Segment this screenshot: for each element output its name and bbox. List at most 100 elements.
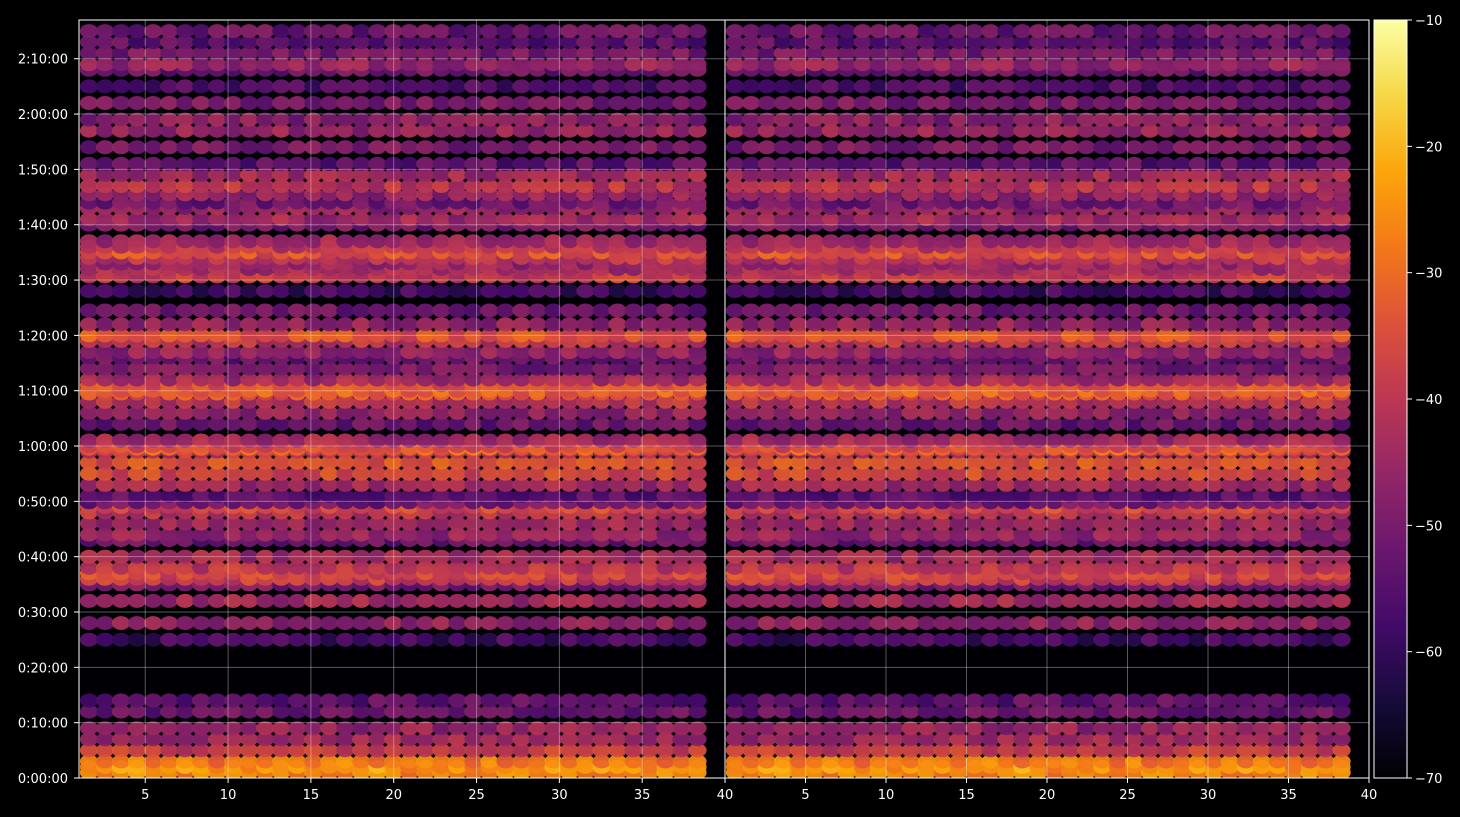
heatmap-cell [1252, 433, 1271, 448]
heatmap-cell [336, 317, 355, 332]
heatmap-cell [432, 24, 451, 39]
heatmap-cell [544, 140, 563, 155]
heatmap-cell [272, 46, 291, 61]
heatmap-cell [1125, 303, 1144, 318]
heatmap-cell [304, 527, 323, 542]
heatmap-cell [640, 416, 659, 431]
heatmap-cell [224, 57, 243, 72]
heatmap-cell [640, 743, 659, 758]
heatmap-cell [640, 167, 659, 182]
heatmap-cell [208, 317, 227, 332]
heatmap-cell [1188, 477, 1207, 492]
heatmap-cell [496, 46, 515, 61]
heatmap-cell [821, 317, 840, 332]
heatmap-cell [1332, 317, 1351, 332]
heatmap-cell [416, 303, 435, 318]
heatmap-cell [272, 284, 291, 299]
heatmap-cell [1093, 527, 1112, 542]
heatmap-cell [624, 303, 643, 318]
heatmap-cell [240, 212, 259, 227]
heatmap-cell [1252, 616, 1271, 631]
heatmap-cell [384, 616, 403, 631]
heatmap-cell [640, 140, 659, 155]
heatmap-cell [1156, 721, 1176, 736]
heatmap-cell [544, 704, 563, 719]
heatmap-cell [1268, 416, 1287, 431]
heatmap-cell [224, 46, 243, 61]
heatmap-cell [480, 560, 499, 575]
heatmap-cell [608, 693, 627, 708]
heatmap-cell [672, 284, 691, 299]
heatmap-cell [368, 303, 387, 318]
heatmap-cell [352, 79, 371, 94]
heatmap-cell [773, 179, 793, 193]
heatmap-cell [176, 303, 195, 318]
heatmap-cell [176, 234, 195, 249]
heatmap-cell [592, 732, 611, 747]
heatmap-cell [741, 455, 761, 470]
heatmap-cell [416, 549, 435, 564]
heatmap-cell [144, 96, 163, 110]
heatmap-cell [384, 693, 403, 708]
heatmap-cell [656, 549, 675, 564]
heatmap-cell [949, 549, 968, 564]
heatmap-cell [176, 112, 195, 127]
heatmap-cell [400, 754, 419, 769]
heatmap-cell [997, 560, 1016, 575]
heatmap-cell [1332, 732, 1351, 747]
heatmap-cell [688, 179, 707, 193]
heatmap-cell [592, 212, 611, 227]
heatmap-cell [272, 35, 291, 50]
heatmap-cell [95, 57, 115, 72]
heatmap-cell [336, 79, 355, 94]
heatmap-cell [592, 123, 611, 138]
heatmap-cell [917, 317, 936, 332]
heatmap-cell [1125, 345, 1144, 359]
heatmap-cell [95, 284, 115, 299]
heatmap-cell [160, 24, 179, 39]
heatmap-cell [464, 616, 483, 631]
heatmap-cell [672, 212, 691, 227]
heatmap-cell [432, 527, 451, 542]
heatmap-cell [144, 632, 163, 647]
heatmap-cell [528, 721, 547, 736]
heatmap-cell [384, 527, 403, 542]
heatmap-cell [1252, 732, 1271, 747]
heatmap-cell [192, 112, 211, 127]
heatmap-cell [336, 372, 355, 387]
heatmap-cell [576, 303, 595, 318]
heatmap-cell [853, 416, 872, 431]
heatmap-cell [837, 466, 856, 481]
heatmap-cell [79, 96, 99, 110]
heatmap-cell [336, 57, 355, 72]
heatmap-cell [805, 303, 824, 318]
heatmap-cell [965, 345, 984, 359]
heatmap-cell [400, 732, 419, 747]
heatmap-cell [208, 616, 227, 631]
heatmap-cell [789, 466, 809, 481]
heatmap-cell [1045, 488, 1064, 503]
heatmap-cell [592, 721, 611, 736]
heatmap-cell [1316, 754, 1335, 769]
heatmap-cell [933, 743, 952, 758]
heatmap-cell [1300, 317, 1319, 332]
heatmap-cell [384, 549, 403, 564]
heatmap-cell [480, 328, 499, 343]
heatmap-cell [416, 57, 435, 72]
heatmap-cell [144, 123, 163, 138]
heatmap-cell [1204, 433, 1223, 448]
heatmap-cell [1204, 455, 1223, 470]
heatmap-cell [917, 549, 936, 564]
heatmap-cell [1332, 328, 1351, 343]
heatmap-cell [1204, 488, 1223, 503]
heatmap-cell [496, 361, 515, 376]
heatmap-cell [448, 433, 467, 448]
heatmap-cell [1332, 179, 1351, 193]
heatmap-cell [400, 112, 419, 127]
heatmap-cell [416, 433, 435, 448]
heatmap-cell [688, 721, 707, 736]
heatmap-cell [1220, 234, 1239, 249]
heatmap-cell [869, 345, 888, 359]
heatmap-cell [272, 328, 291, 343]
heatmap-cell [1236, 234, 1255, 249]
